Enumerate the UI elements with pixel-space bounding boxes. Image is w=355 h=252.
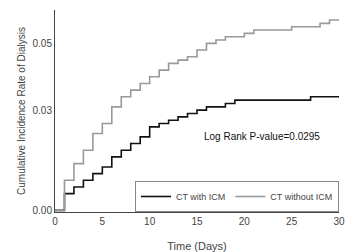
svg-text:0.00: 0.00: [33, 205, 53, 216]
svg-text:25: 25: [286, 216, 298, 227]
svg-text:30: 30: [333, 216, 345, 227]
svg-text:5: 5: [100, 216, 106, 227]
svg-text:0.05: 0.05: [33, 38, 53, 49]
svg-text:20: 20: [239, 216, 251, 227]
svg-text:Log Rank P-value=0.0295: Log Rank P-value=0.0295: [204, 131, 320, 142]
svg-text:Cumulative Incidence Rate of D: Cumulative Incidence Rate of Dialysis: [16, 27, 27, 195]
svg-text:CT without ICM: CT without ICM: [270, 192, 332, 202]
svg-text:0.03: 0.03: [33, 105, 53, 116]
svg-text:Time (Days): Time (Days): [167, 240, 226, 252]
svg-text:0: 0: [52, 216, 58, 227]
svg-text:10: 10: [144, 216, 156, 227]
svg-text:CT with ICM: CT with ICM: [176, 192, 225, 202]
svg-text:15: 15: [191, 216, 203, 227]
